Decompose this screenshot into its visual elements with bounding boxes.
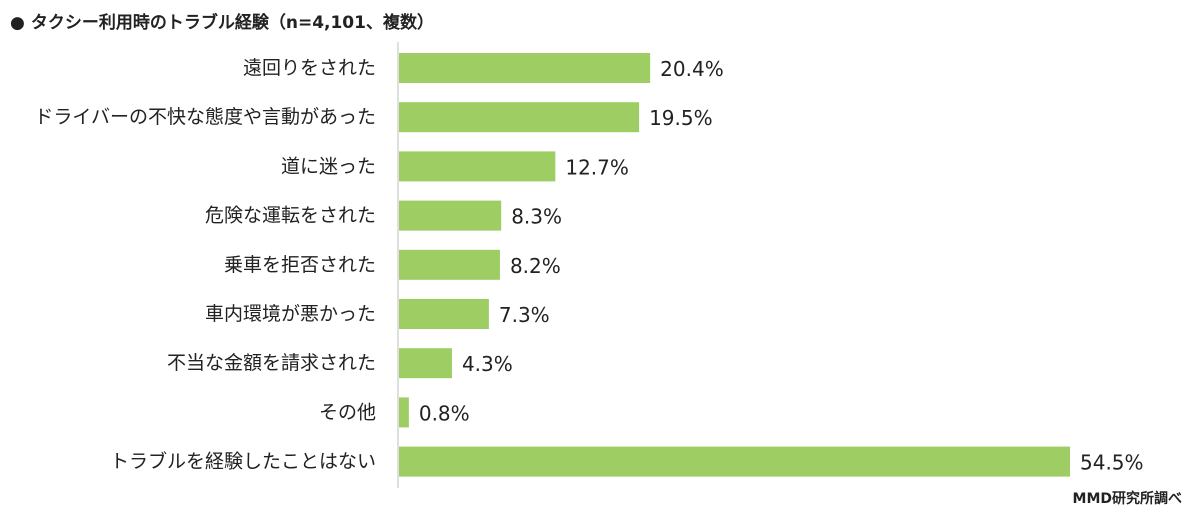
category-label: 乗車を拒否された xyxy=(224,254,376,276)
data-label: 20.4% xyxy=(660,57,724,81)
bar xyxy=(399,151,556,182)
bar xyxy=(399,446,1070,477)
data-label: 7.3% xyxy=(499,303,550,327)
bar xyxy=(399,102,640,133)
chart-title-text: タクシー利用時のトラブル経験（n=4,101、複数） xyxy=(30,13,434,33)
category-label: 危険な運転をされた xyxy=(205,205,376,227)
data-label: 19.5% xyxy=(649,106,713,130)
data-label: 54.5% xyxy=(1080,451,1144,475)
bar xyxy=(399,249,500,280)
bar xyxy=(399,348,452,379)
category-label: その他 xyxy=(319,401,376,423)
data-label: 8.2% xyxy=(510,254,561,278)
data-label: 12.7% xyxy=(565,155,629,179)
data-label: 8.3% xyxy=(511,205,562,229)
data-label: 0.8% xyxy=(419,401,470,425)
category-label: トラブルを経験したことはない xyxy=(110,450,376,473)
data-label: 4.3% xyxy=(462,352,513,376)
category-label: 遠回りをされた xyxy=(243,57,376,79)
source-credit: MMD研究所調べ xyxy=(1072,491,1182,507)
bar xyxy=(399,53,651,83)
bar xyxy=(399,200,502,231)
category-label: 車内環境が悪かった xyxy=(205,303,376,325)
category-label: 不当な金額を請求された xyxy=(167,352,376,374)
bullet-icon: ● xyxy=(10,13,25,33)
bar xyxy=(399,299,489,329)
category-label: 道に迷った xyxy=(281,155,376,177)
bar xyxy=(399,397,409,428)
category-label: ドライバーの不快な態度や言動があった xyxy=(34,106,376,128)
chart-title: ● タクシー利用時のトラブル経験（n=4,101、複数） xyxy=(10,8,434,33)
